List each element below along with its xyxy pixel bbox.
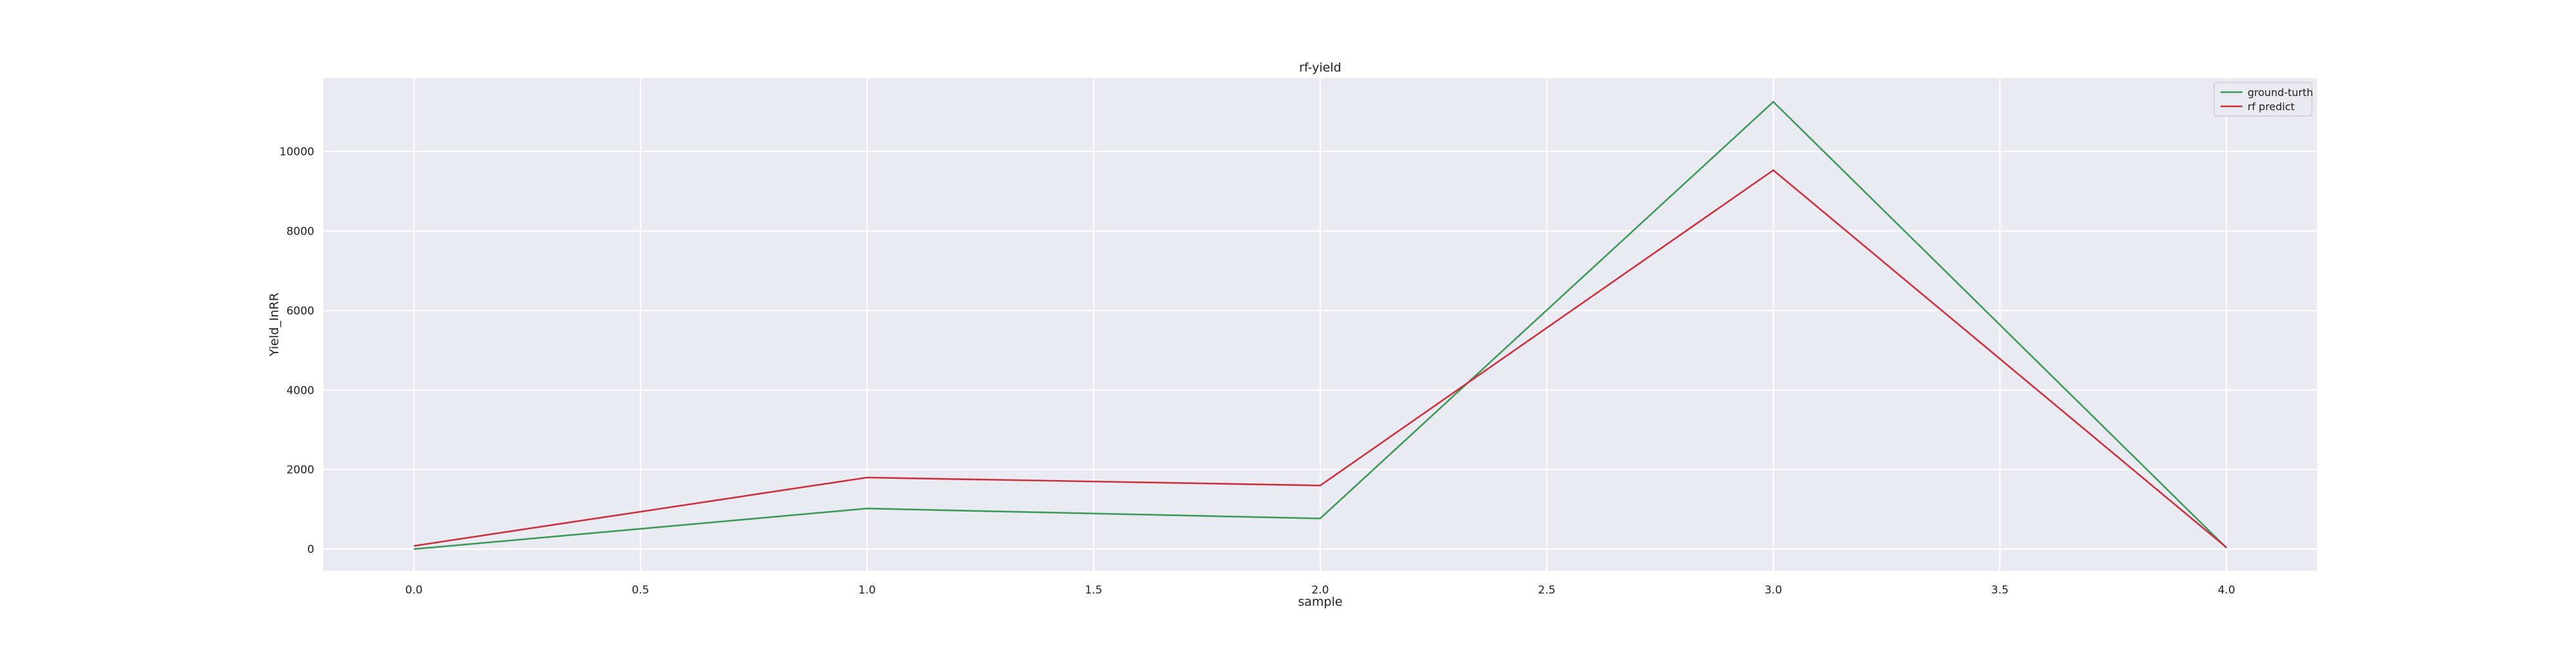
y-tick-label: 6000 (287, 305, 314, 318)
series-line-1 (413, 101, 2228, 550)
y-tick-label: 0 (307, 543, 314, 556)
x-tick-label: 1.5 (1085, 584, 1103, 597)
y-tick-label: 4000 (287, 384, 314, 397)
y-tick-label: 8000 (287, 226, 314, 238)
x-tick-label: 2.0 (1311, 584, 1329, 597)
x-axis-label: sample (1298, 595, 1342, 609)
series-lines (413, 101, 2228, 550)
chart-title: rf-yield (1299, 61, 1341, 75)
legend-label-1: ground-turth (2248, 86, 2313, 99)
series-line-2 (413, 169, 2228, 548)
x-tick-label: 2.5 (1538, 584, 1555, 597)
x-tick-label: 4.0 (2218, 584, 2235, 597)
y-axis-label: Yield_InRR (267, 293, 281, 357)
x-axis-ticks: 0.0 0.5 1.0 1.5 2.0 2.5 3.0 3.5 4.0 (405, 584, 2235, 597)
x-tick-label: 3.5 (1991, 584, 2009, 597)
y-tick-label: 2000 (287, 464, 314, 477)
x-tick-label: 1.0 (858, 584, 876, 597)
x-tick-label: 0.5 (632, 584, 649, 597)
grid-lines (323, 78, 2317, 571)
legend-label-2: rf predict (2248, 101, 2295, 113)
legend-box (2213, 82, 2313, 117)
y-axis-ticks: 0 2000 4000 6000 8000 10000 (279, 146, 314, 556)
legend: ground-turth rf predict (2213, 82, 2313, 117)
y-tick-label: 10000 (279, 146, 314, 159)
x-tick-label: 0.0 (405, 584, 422, 597)
x-tick-label: 3.0 (1765, 584, 1782, 597)
